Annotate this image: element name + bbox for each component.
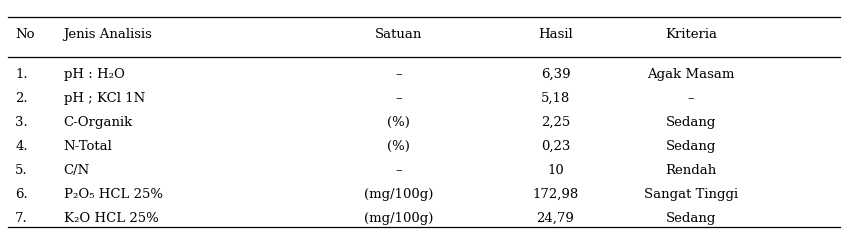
Text: 2.: 2.: [15, 92, 28, 105]
Text: K₂O HCL 25%: K₂O HCL 25%: [64, 212, 159, 225]
Text: –: –: [688, 92, 695, 105]
Text: Rendah: Rendah: [666, 164, 717, 177]
Text: 4.: 4.: [15, 140, 28, 153]
Text: Sedang: Sedang: [666, 140, 717, 153]
Text: No: No: [15, 28, 35, 41]
Text: pH : H₂O: pH : H₂O: [64, 68, 125, 81]
Text: –: –: [395, 92, 402, 105]
Text: N-Total: N-Total: [64, 140, 113, 153]
Text: –: –: [395, 68, 402, 81]
Text: 6.: 6.: [15, 188, 28, 201]
Text: 7.: 7.: [15, 212, 28, 225]
Text: 6,39: 6,39: [541, 68, 570, 81]
Text: (mg/100g): (mg/100g): [364, 212, 433, 225]
Text: C-Organik: C-Organik: [64, 116, 133, 129]
Text: Satuan: Satuan: [375, 28, 422, 41]
Text: 5,18: 5,18: [541, 92, 570, 105]
Text: 172,98: 172,98: [533, 188, 578, 201]
Text: 3.: 3.: [15, 116, 28, 129]
Text: –: –: [395, 164, 402, 177]
Text: Agak Masam: Agak Masam: [647, 68, 735, 81]
Text: (mg/100g): (mg/100g): [364, 188, 433, 201]
Text: (%): (%): [388, 116, 410, 129]
Text: Sangat Tinggi: Sangat Tinggi: [644, 188, 738, 201]
Text: P₂O₅ HCL 25%: P₂O₅ HCL 25%: [64, 188, 163, 201]
Text: Sedang: Sedang: [666, 116, 717, 129]
Text: 5.: 5.: [15, 164, 28, 177]
Text: 1.: 1.: [15, 68, 28, 81]
Text: Sedang: Sedang: [666, 212, 717, 225]
Text: 0,23: 0,23: [541, 140, 570, 153]
Text: 24,79: 24,79: [537, 212, 574, 225]
Text: Kriteria: Kriteria: [665, 28, 717, 41]
Text: Jenis Analisis: Jenis Analisis: [64, 28, 153, 41]
Text: 2,25: 2,25: [541, 116, 570, 129]
Text: 10: 10: [547, 164, 564, 177]
Text: pH ; KCl 1N: pH ; KCl 1N: [64, 92, 145, 105]
Text: C/N: C/N: [64, 164, 90, 177]
Text: (%): (%): [388, 140, 410, 153]
Text: Hasil: Hasil: [538, 28, 572, 41]
